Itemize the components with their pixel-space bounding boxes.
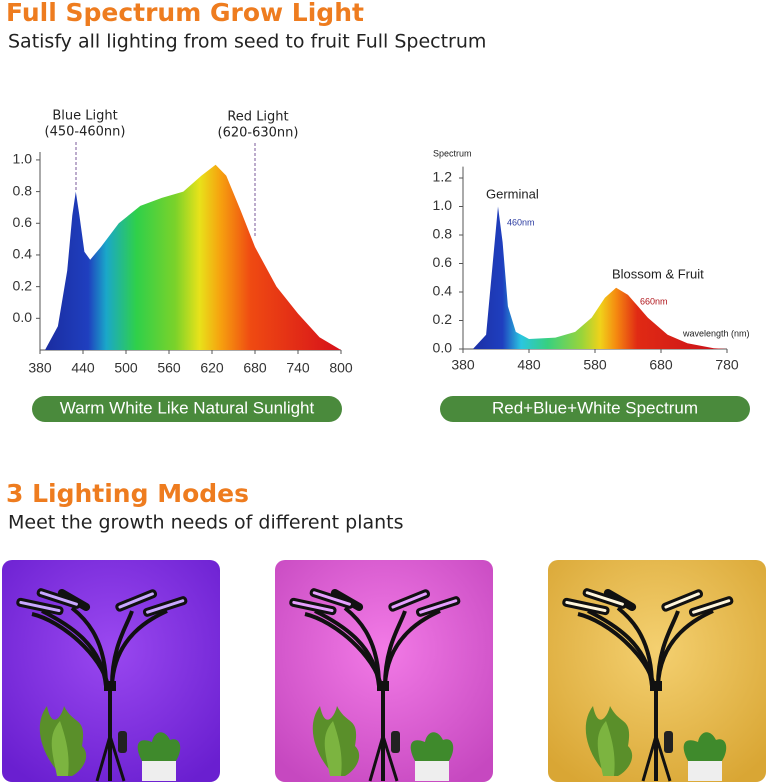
photo [548, 560, 766, 782]
x-tick-label: 380 [28, 360, 52, 376]
axis-label: wavelength (nm) [682, 328, 750, 338]
annotation: Red Light [227, 110, 288, 125]
y-tick-label: 0.2 [13, 277, 33, 293]
y-tick-label: 1.0 [13, 151, 33, 167]
x-tick-label: 620 [200, 360, 224, 376]
spectrum-area [45, 164, 341, 350]
caption: Warm White Like Natural Sunlight [60, 398, 315, 417]
y-tick-label: 1.0 [433, 197, 453, 213]
axis-label: Spectrum [433, 148, 472, 158]
title: Full Spectrum Grow Light [6, 0, 364, 27]
x-tick-label: 740 [286, 360, 310, 376]
x-tick-label: 560 [157, 360, 181, 376]
spectrum-chart: 0.0 0.2 0.4 0.6 0.8 1.0 380 440 500 560 620 680 740 8… [13, 109, 353, 376]
spectrum-chart: 0.0 0.2 0.4 0.6 0.8 1.0 1.2 380 480 580 680 780 Spec… [433, 148, 750, 372]
y-tick-label: 0.8 [433, 226, 453, 242]
y-tick-label: 1.2 [433, 169, 453, 185]
y-tick-label: 0.4 [433, 283, 453, 299]
caption-pill [440, 396, 750, 422]
x-tick-label: 500 [114, 360, 138, 376]
caption-pill [32, 396, 342, 422]
caption: Red+Blue+White Spectrum [492, 398, 698, 417]
subtitle: Satisfy all lighting from seed to fruit … [8, 31, 486, 53]
y-tick-label: 0.2 [433, 311, 453, 327]
annotation-detail: 460nm [507, 217, 535, 227]
y-tick-label: 0.8 [13, 182, 33, 198]
annotation: Germinal [486, 186, 539, 201]
x-tick-label: 480 [517, 357, 541, 373]
section-title: 3 Lighting Modes [6, 479, 249, 508]
annotation-detail: (450-460nn) [45, 125, 126, 140]
annotation-detail: (620-630nn) [218, 126, 299, 141]
y-tick-label: 0.6 [433, 254, 453, 270]
x-tick-label: 380 [451, 357, 475, 373]
photo [2, 560, 220, 782]
annotation: Blue Light [52, 109, 117, 124]
annotation: Blossom & Fruit [612, 266, 704, 281]
x-tick-label: 580 [583, 357, 607, 373]
x-tick-label: 440 [71, 360, 95, 376]
y-tick-label: 0.0 [433, 340, 453, 356]
annotation-detail: 660nm [640, 296, 668, 306]
x-tick-label: 680 [243, 360, 267, 376]
x-tick-label: 680 [649, 357, 673, 373]
y-tick-label: 0.0 [13, 309, 33, 325]
y-tick-label: 0.4 [13, 246, 33, 262]
y-tick-label: 0.6 [13, 214, 33, 230]
x-tick-label: 780 [715, 357, 739, 373]
section-subtitle: Meet the growth needs of different plant… [8, 512, 404, 534]
spectrum-area [472, 206, 727, 349]
x-tick-label: 800 [329, 360, 353, 376]
photo [275, 560, 493, 782]
